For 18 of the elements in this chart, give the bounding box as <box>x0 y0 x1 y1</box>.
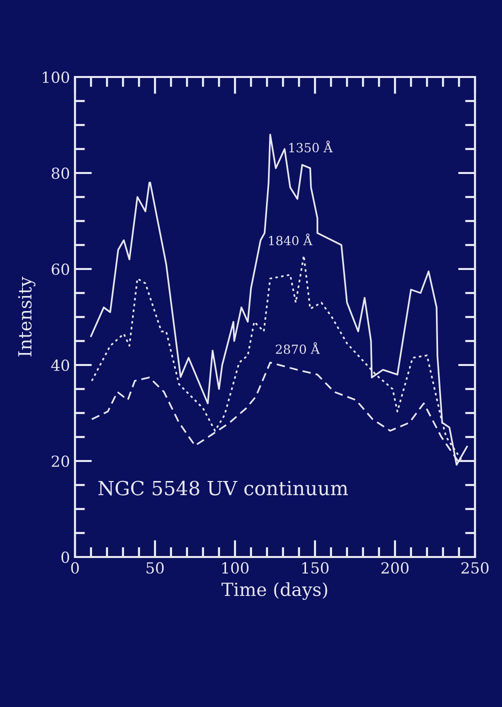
y-tick-label: 80 <box>52 167 70 180</box>
y-tick-label: 60 <box>52 263 70 276</box>
y-tick-label: 40 <box>51 359 70 372</box>
text: NGC 5548 UV continuum <box>98 480 348 496</box>
x-tick-label: 200 <box>381 562 409 574</box>
x-tick-label: 150 <box>302 562 329 574</box>
y-tick-label: 0 <box>61 551 70 564</box>
annotation: 1350 Å <box>289 140 333 152</box>
x-tick-label: 50 <box>146 562 164 574</box>
x-tick-label: 100 <box>222 562 249 574</box>
annotation: 1840 Å <box>269 234 312 246</box>
y-axis-title: Intensity <box>18 276 36 356</box>
x-tick-label: 0 <box>71 562 79 574</box>
x-axis-title: Time (days) <box>222 582 328 600</box>
x-tick-label: 250 <box>461 562 489 574</box>
y-tick-label: 20 <box>52 455 70 468</box>
annotation: 2870 Å <box>276 342 320 354</box>
y-tick-label: 100 <box>42 71 70 84</box>
